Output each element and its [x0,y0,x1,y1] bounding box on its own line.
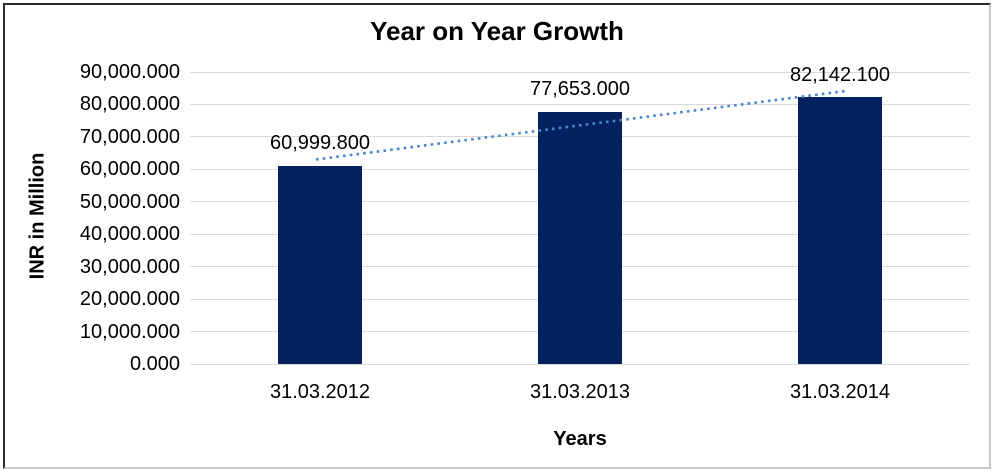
x-tick-label: 31.03.2012 [269,381,371,403]
gridline [190,71,970,73]
y-tick-label: 50,000.000 [79,190,180,213]
y-tick-label: 10,000.000 [79,320,180,343]
y-tick-label: 40,000.000 [79,223,180,246]
y-tick-label: 0.000 [129,353,180,375]
bar-data-label: 77,653.000 [529,78,631,101]
plot-area: 60,999.800 77,653.000 82,142.100 [190,64,970,365]
bar [798,97,882,364]
x-tick-label: 31.03.2013 [529,381,631,403]
chart-title: Year on Year Growth [370,16,624,46]
gridline [190,363,970,365]
bar-data-label: 82,142.100 [789,63,891,86]
y-tick-label: 70,000.000 [79,125,180,148]
y-tick-label: 30,000.000 [79,255,180,278]
y-tick-label: 20,000.000 [79,288,180,311]
bar-data-label: 60,999.800 [269,132,371,155]
chart-frame: Year on Year Growth INR in Million 60,99… [3,3,991,469]
x-axis-title: Years [553,428,607,450]
trendline [315,89,847,161]
bar [278,166,362,364]
x-tick-label: 31.03.2014 [789,381,891,403]
bar [538,112,622,364]
y-tick-label: 90,000.000 [79,61,180,83]
gridline [190,103,970,105]
y-tick-label: 60,000.000 [79,158,180,181]
y-tick-label: 80,000.000 [79,93,180,116]
